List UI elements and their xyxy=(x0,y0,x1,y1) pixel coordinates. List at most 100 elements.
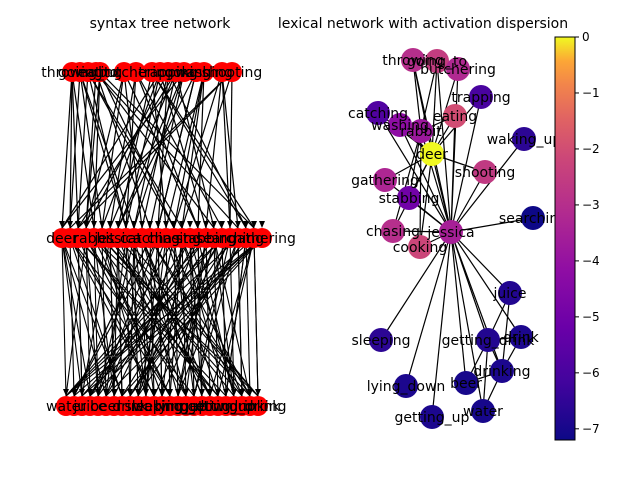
lexical-node-label: catching xyxy=(348,106,408,122)
lexical-node-label: waking_up xyxy=(487,132,562,148)
syntax-node-label: lying_down xyxy=(155,399,234,415)
syntax-edge xyxy=(181,71,205,229)
lexical-node-label: throwing xyxy=(382,53,443,69)
syntax-edge xyxy=(161,237,231,397)
syntax-edge xyxy=(77,71,177,229)
syntax-edge xyxy=(99,71,175,229)
syntax-node-label: going_to xyxy=(58,65,118,81)
syntax-edge xyxy=(101,71,161,229)
lexical-node-stabbing xyxy=(397,186,421,210)
syntax-arrowhead xyxy=(183,389,189,396)
syntax-edges xyxy=(61,71,263,397)
syntax-arrowhead xyxy=(215,389,221,396)
syntax-arrowhead xyxy=(175,389,181,396)
lexical-edge xyxy=(450,96,482,233)
syntax-arrowhead xyxy=(219,221,225,228)
colorbar-tick-label: −5 xyxy=(582,310,600,324)
lexical-node-going-to xyxy=(425,49,449,73)
syntax-node xyxy=(248,396,268,416)
syntax-edge xyxy=(121,237,263,397)
syntax-node-label: drink xyxy=(112,399,148,415)
syntax-edge xyxy=(85,71,97,229)
lexical-network-title: lexical network with activation dispersi… xyxy=(278,16,568,32)
syntax-node-label: washing xyxy=(175,65,233,81)
syntax-edge xyxy=(229,71,233,229)
lexical-edge xyxy=(450,231,522,338)
lexical-node-label: stabbing xyxy=(379,191,440,207)
lexical-node-chasing xyxy=(381,219,405,243)
syntax-edge xyxy=(101,71,125,229)
lexical-edge xyxy=(450,231,467,384)
syntax-edge xyxy=(221,71,239,229)
lexical-node-getting-drink xyxy=(476,328,500,352)
syntax-edge xyxy=(65,237,239,397)
syntax-edge xyxy=(81,237,263,397)
lexical-edge xyxy=(450,138,525,233)
lexical-edge xyxy=(377,112,452,233)
syntax-node-label: stabbing xyxy=(176,231,237,247)
lexical-node-juice xyxy=(498,281,522,305)
lexical-edge xyxy=(450,115,456,233)
syntax-edge xyxy=(157,71,197,229)
syntax-node xyxy=(194,62,214,82)
syntax-node-label: drinking xyxy=(229,399,286,415)
lexical-nodes xyxy=(366,48,545,429)
lexical-node-deer xyxy=(420,142,444,166)
syntax-arrowhead xyxy=(235,221,241,228)
colorbar-tick-label: −7 xyxy=(582,422,600,436)
lexical-edge xyxy=(431,153,452,233)
lexical-node-searching xyxy=(521,206,545,230)
syntax-edge xyxy=(137,237,199,397)
syntax-arrowhead xyxy=(211,221,217,228)
lexical-node-label: chasing xyxy=(366,224,420,240)
lexical-node-label: searching xyxy=(499,211,567,227)
lexical-node-label: beer xyxy=(450,376,482,392)
syntax-arrowhead xyxy=(251,221,257,228)
syntax-arrowhead xyxy=(91,221,97,228)
lexical-node-label: getting_drink xyxy=(442,333,536,349)
syntax-node-label: butchering xyxy=(98,65,174,81)
syntax-edge xyxy=(123,71,143,229)
syntax-edge xyxy=(117,71,197,229)
syntax-arrowhead xyxy=(139,221,145,228)
syntax-labels: throwinggoing_toeatingbutcheringtrapping… xyxy=(41,65,296,415)
colorbar-tick-label: −2 xyxy=(582,142,600,156)
lexical-node-lying-down xyxy=(394,374,418,398)
syntax-node xyxy=(126,62,146,82)
syntax-node xyxy=(222,62,242,82)
syntax-node-label: chasing xyxy=(147,231,201,247)
lexical-node-rabbit xyxy=(409,119,433,143)
syntax-arrowhead xyxy=(191,389,197,396)
syntax-arrowhead xyxy=(179,221,185,228)
lexical-node-cooking xyxy=(408,235,432,259)
lexical-node-label: trapping xyxy=(451,90,510,106)
lexical-node-waking-up xyxy=(512,127,536,151)
lexical-node-label: water xyxy=(463,404,503,420)
lexical-edge xyxy=(392,130,422,232)
syntax-node-label: gathering xyxy=(228,231,296,247)
syntax-edge xyxy=(117,71,153,229)
colorbar-tick-label: 0 xyxy=(582,30,590,44)
syntax-edge xyxy=(149,71,185,229)
syntax-node-label: searching xyxy=(196,231,264,247)
lexical-edge xyxy=(419,153,433,248)
syntax-arrowhead xyxy=(95,389,101,396)
lexical-node-throwing xyxy=(401,48,425,72)
syntax-arrowhead xyxy=(231,389,237,396)
syntax-arrowhead xyxy=(111,389,117,396)
syntax-arrowhead xyxy=(151,389,157,396)
syntax-node-label: eating xyxy=(78,65,122,81)
syntax-edge xyxy=(69,237,75,397)
syntax-tree-graph: throwinggoing_toeatingbutcheringtrapping… xyxy=(41,62,296,416)
syntax-edge xyxy=(77,71,233,229)
syntax-arrowhead xyxy=(147,221,153,228)
syntax-edge xyxy=(61,237,67,397)
lexical-node-jessica xyxy=(439,220,463,244)
lexical-node-label: deer xyxy=(416,147,448,163)
syntax-edge xyxy=(79,71,127,229)
colorbar-tick-label: −4 xyxy=(582,254,600,268)
syntax-arrowhead xyxy=(59,221,65,228)
syntax-node-label: trapping xyxy=(138,65,197,81)
